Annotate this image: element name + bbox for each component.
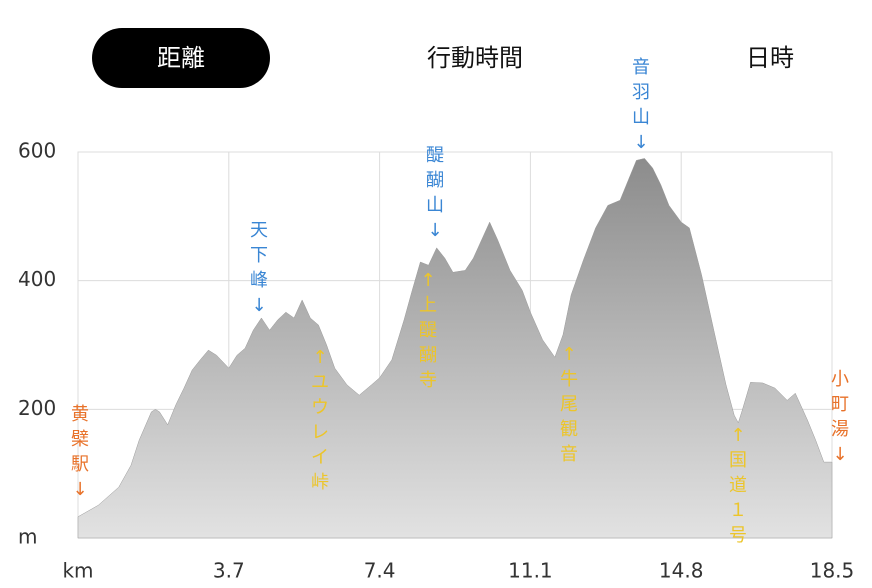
tab[interactable]: 距離 xyxy=(92,28,270,88)
place-label: ↑ユウレイ峠 xyxy=(311,347,329,493)
tab[interactable]: 日時 xyxy=(746,44,794,72)
x-tick-label: 7.4 xyxy=(364,559,396,583)
place-label: 音羽山↓ xyxy=(632,57,650,153)
place-label: ↑国道１号 xyxy=(729,425,747,546)
y-tick-label: 200 xyxy=(18,396,56,420)
place-label: 小町湯↓ xyxy=(831,369,849,465)
x-tick-label: km xyxy=(62,559,93,583)
x-tick-label: 14.8 xyxy=(659,559,704,583)
elevation-area xyxy=(77,158,833,539)
place-label: ↑牛尾観音 xyxy=(560,344,578,465)
tab[interactable]: 行動時間 xyxy=(427,44,523,72)
x-tick-label: 11.1 xyxy=(508,559,553,583)
y-tick-label: m xyxy=(18,525,37,549)
x-tick-label: 18.5 xyxy=(810,559,855,583)
y-tick-label: 600 xyxy=(18,139,56,163)
place-label: 醍醐山↓ xyxy=(426,145,444,241)
place-label: ↑上醍醐寺 xyxy=(419,270,437,391)
place-label: 黄檗駅↓ xyxy=(71,404,89,500)
y-tick-label: 400 xyxy=(18,267,56,291)
place-label: 天下峰↓ xyxy=(250,220,268,316)
x-tick-label: 3.7 xyxy=(213,559,245,583)
